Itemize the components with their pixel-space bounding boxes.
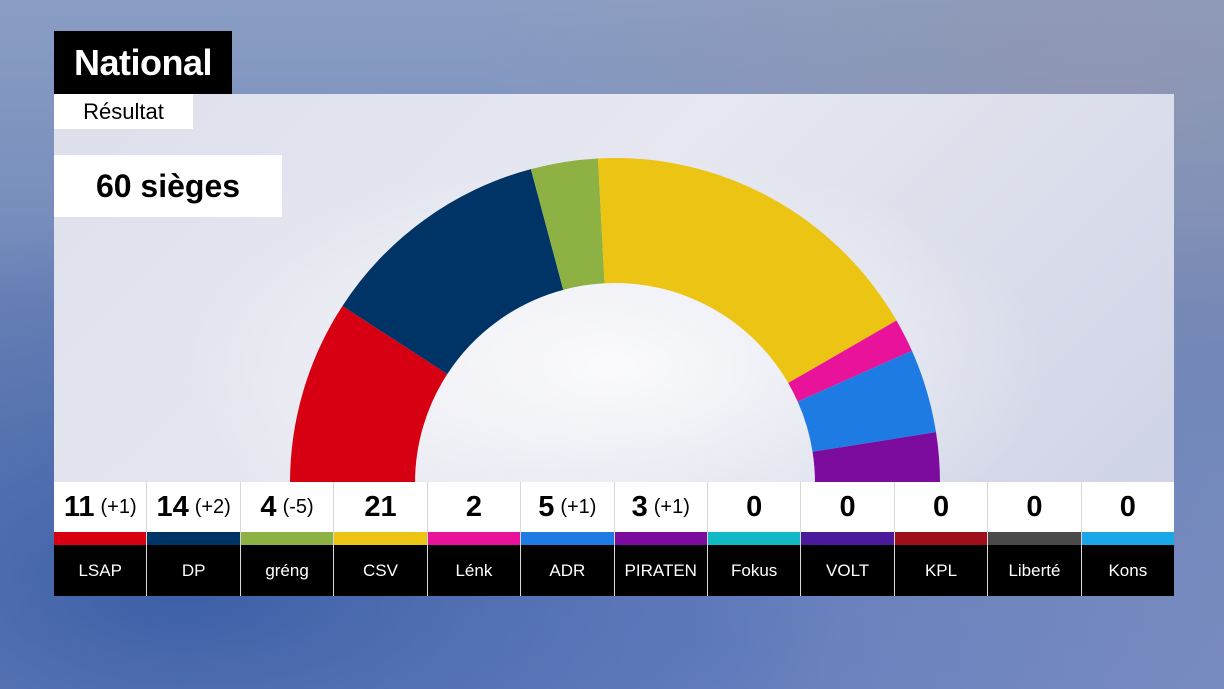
party-seat-change: (+2) xyxy=(194,495,231,518)
party-cell-adr: 5 (+1) ADR xyxy=(521,482,615,596)
party-cell-lénk: 2 Lénk xyxy=(427,482,522,596)
party-result: 11 (+1) xyxy=(54,482,147,532)
party-name: Fokus xyxy=(707,545,801,596)
party-name: PIRATEN xyxy=(614,545,707,596)
party-result: 5 (+1) xyxy=(521,482,614,532)
party-result: 0 xyxy=(801,482,894,532)
party-seat-change: (+1) xyxy=(653,495,690,518)
party-seat-change: (+1) xyxy=(100,495,137,518)
party-name: Liberté xyxy=(988,545,1081,596)
party-color-bar xyxy=(427,532,521,545)
party-cell-fokus: 0 Fokus xyxy=(707,482,802,596)
party-color-bar xyxy=(54,532,147,545)
party-result: 21 xyxy=(334,482,427,532)
results-panel xyxy=(54,94,1174,483)
party-name: CSV xyxy=(334,545,427,596)
party-result: 0 xyxy=(894,482,988,532)
party-name: VOLT xyxy=(801,545,894,596)
party-seats: 14 xyxy=(156,490,189,523)
party-cell-gréng: 4 (-5) gréng xyxy=(240,482,335,596)
party-name: Kons xyxy=(1081,545,1175,596)
party-result: 4 (-5) xyxy=(240,482,334,532)
party-seats: 0 xyxy=(839,490,856,523)
party-result: 2 xyxy=(427,482,521,532)
party-seats: 0 xyxy=(932,490,950,523)
party-seats: 0 xyxy=(746,490,763,523)
region-title: National xyxy=(54,31,232,94)
party-name: KPL xyxy=(894,545,988,596)
party-name: LSAP xyxy=(54,545,147,596)
party-seats: 0 xyxy=(1026,490,1043,523)
party-cell-liberté: 0 Liberté xyxy=(988,482,1082,596)
party-result: 0 xyxy=(988,482,1081,532)
party-seats: 0 xyxy=(1119,490,1136,523)
party-color-bar xyxy=(147,532,240,545)
party-result: 3 (+1) xyxy=(614,482,707,532)
party-name: Lénk xyxy=(427,545,521,596)
party-seats: 21 xyxy=(364,490,397,523)
party-cell-lsap: 11 (+1) LSAP xyxy=(54,482,148,596)
party-cell-piraten: 3 (+1) PIRATEN xyxy=(614,482,708,596)
result-subtitle: Résultat xyxy=(54,94,193,129)
party-seats: 5 xyxy=(538,490,555,523)
party-cell-kons: 0 Kons xyxy=(1081,482,1175,596)
party-color-bar xyxy=(614,532,707,545)
party-color-bar xyxy=(707,532,801,545)
party-results-table: 11 (+1) LSAP 14 (+2) DP 4 (-5) gréng 21 CSV 2 Lénk 5(… xyxy=(54,482,1175,596)
party-cell-dp: 14 (+2) DP xyxy=(147,482,241,596)
party-color-bar xyxy=(334,532,427,545)
party-seats: 3 xyxy=(631,490,648,523)
party-seat-change: (-5) xyxy=(282,495,314,518)
party-color-bar xyxy=(894,532,988,545)
party-color-bar xyxy=(521,532,614,545)
party-seat-change: (+1) xyxy=(560,495,597,518)
party-result: 14 (+2) xyxy=(147,482,240,532)
party-seats: 4 xyxy=(260,490,277,523)
party-cell-csv: 21 CSV xyxy=(334,482,428,596)
party-cell-kpl: 0 KPL xyxy=(894,482,989,596)
party-color-bar xyxy=(240,532,334,545)
party-color-bar xyxy=(801,532,894,545)
party-result: 0 xyxy=(707,482,801,532)
party-result: 0 xyxy=(1081,482,1175,532)
party-color-bar xyxy=(988,532,1081,545)
party-name: DP xyxy=(147,545,240,596)
party-name: ADR xyxy=(521,545,614,596)
party-cell-volt: 0 VOLT xyxy=(801,482,895,596)
party-seats: 11 xyxy=(63,490,95,523)
total-seats-label: 60 sièges xyxy=(54,155,282,217)
party-name: gréng xyxy=(240,545,334,596)
party-color-bar xyxy=(1081,532,1175,545)
party-seats: 2 xyxy=(465,490,482,523)
